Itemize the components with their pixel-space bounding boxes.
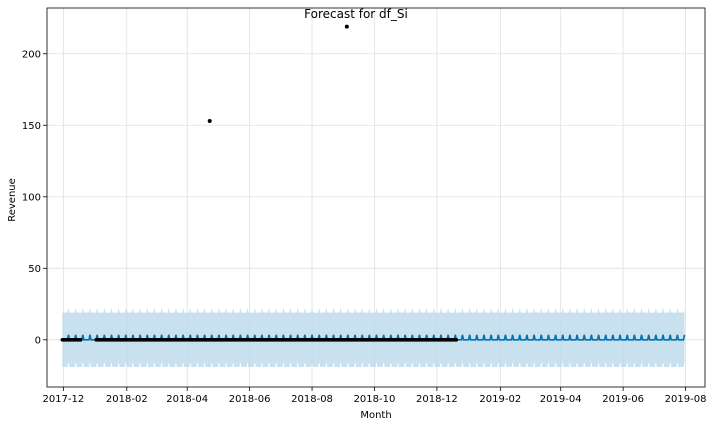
y-axis-label: Revenue — [7, 178, 18, 222]
x-tick-label: 2019-04 — [540, 394, 582, 405]
x-tick-label: 2018-02 — [106, 394, 148, 405]
observed-points — [60, 24, 459, 342]
outlier-point — [207, 118, 212, 123]
y-tick-label: 0 — [35, 335, 41, 346]
x-axis: 2017-12 2018-02 2018-04 2018-06 2018-08 2018-… — [42, 387, 706, 405]
x-tick-label: 2019-02 — [479, 394, 521, 405]
x-tick-label: 2019-06 — [602, 394, 644, 405]
x-tick-label: 2018-04 — [166, 394, 208, 405]
x-tick-label: 2018-06 — [229, 394, 271, 405]
y-tick-label: 100 — [22, 192, 41, 203]
chart-title: Forecast for df_Si — [304, 7, 408, 21]
x-tick-label: 2018-08 — [291, 394, 333, 405]
grid — [47, 8, 705, 387]
x-tick-label: 2019-08 — [665, 394, 707, 405]
outlier-point — [344, 24, 349, 29]
y-axis: 0 50 100 150 200 — [22, 49, 47, 346]
y-tick-label: 50 — [28, 264, 41, 275]
observed-point — [78, 338, 83, 342]
x-axis-label: Month — [360, 410, 391, 421]
uncertainty-band-area — [62, 307, 685, 367]
x-tick-label: 2018-12 — [416, 394, 458, 405]
x-tick-label: 2018-10 — [354, 394, 396, 405]
plot-frame — [46, 7, 706, 388]
y-tick-label: 150 — [22, 121, 41, 132]
y-tick-label: 200 — [22, 49, 41, 60]
observed-point — [454, 338, 459, 342]
uncertainty-band — [62, 307, 685, 367]
x-tick-label: 2017-12 — [42, 394, 84, 405]
